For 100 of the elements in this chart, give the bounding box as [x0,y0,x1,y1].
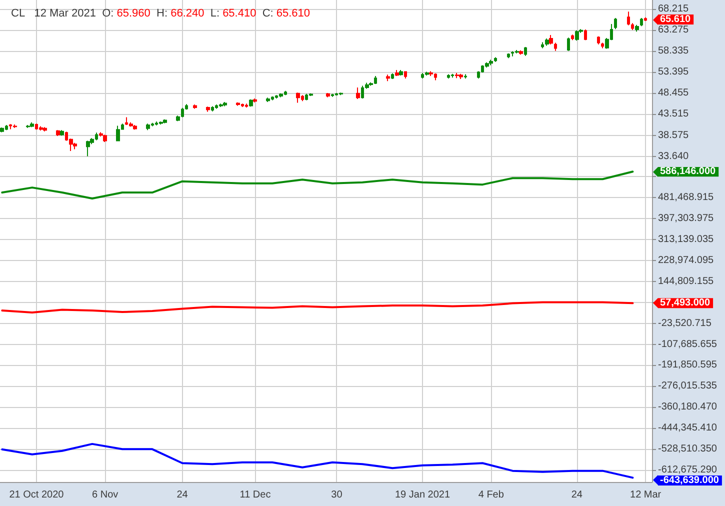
candlestick [429,70,433,76]
y-tick-label: -23,520.715 [658,318,712,329]
candlestick [635,24,639,32]
candlestick [103,134,107,142]
line-series [1,301,634,314]
line-series [1,170,634,200]
candlestick [356,86,360,100]
y-tick-label: -107,685.655 [658,338,718,350]
candlestick [451,73,454,78]
candlestick [459,73,463,80]
y-tick-label: 481,468.915 [658,192,714,204]
x-tick-label: 11 Dec [240,490,271,500]
candlestick [253,98,257,103]
annotation: 65.610 [660,14,692,26]
candlestick [524,46,527,56]
y-tick-label: 48.455 [658,88,690,99]
y-tick-label: 58.335 [658,46,690,57]
candlestick [206,106,210,112]
candlestick [519,50,523,56]
x-tick-label: 21 Oct 2020 [9,490,64,500]
candlestick [425,71,429,76]
candlestick [507,52,510,59]
candlestick [567,37,570,52]
candlestick [455,72,459,79]
y-tick-label: 313,139.035 [658,234,714,246]
candlestick [640,18,643,27]
candlestick [541,42,544,49]
candlestick [163,118,167,124]
candlestick [404,70,407,80]
candlestick [386,74,390,82]
x-tick-label: 19 Jan 2021 [394,490,450,500]
candlestick [116,125,120,142]
candlestick [601,42,604,49]
x-tick-label: 30 [331,490,343,500]
candlestick [39,126,43,131]
candlestick [193,104,197,110]
candlestick [223,101,227,107]
y-tick-label: -191,850.595 [658,360,718,371]
candlestick [73,142,77,150]
candlestick [631,22,634,30]
candlestick [56,130,60,137]
candlestick [571,34,574,41]
candlestick [515,49,519,54]
candlestick [326,92,330,98]
candlestick [236,102,240,106]
y-tick-label: -276,015.535 [658,380,718,392]
candlestick [133,124,137,130]
y-tick-label: -528,510.350 [658,444,718,455]
candlestick [627,11,630,26]
x-tick-label: 6 Nov [92,490,118,500]
annotation: -643,639.000 [660,474,720,486]
candlestick [399,69,403,76]
y-tick-label: 397,303.975 [658,213,714,224]
y-tick-label: 43.515 [658,108,690,120]
candlestick [13,124,17,128]
candlestick [549,34,553,45]
candlestick [494,56,497,62]
candlestick [339,92,343,96]
candlestick [584,29,587,41]
annotation: 57,493.000 [660,298,710,309]
candlestick [391,72,394,80]
candlestick [597,36,600,45]
x-tick-label: 24 [571,490,583,500]
y-tick-label: 38.575 [658,130,690,141]
y-tick-label: 68.215 [658,4,690,15]
x-tick-label: 24 [176,490,188,500]
candlestick [614,18,617,30]
candlestick [146,123,150,131]
candlestick [129,122,133,128]
candlestick [60,130,64,136]
candlestick [43,126,47,132]
candlestick [245,103,248,108]
candlestick [554,42,557,52]
candlestick [575,30,579,42]
candlestick [249,98,253,108]
candlestick [86,140,90,157]
candlestick [395,69,399,76]
candlestick [279,92,283,98]
candlestick [545,38,549,46]
candlestick [489,59,493,66]
line-series [1,442,634,479]
chart-title: CL 12 Mar 2021 O: 65.960 H: 66.240 L: 65.410 C: 65.610 [11,8,310,20]
candlestick [644,16,647,22]
candlestick [219,103,223,108]
y-tick-label: 63.275 [658,24,690,36]
candlestick [447,74,450,80]
candlestick [309,92,313,96]
candlestick [159,121,163,126]
candlestick [0,127,4,133]
y-tick-label: -360,180.470 [658,402,718,413]
y-tick-label: -444,345.410 [658,422,718,434]
y-tick-label: 33.640 [658,150,690,162]
x-tick-label: 12 Mar [630,490,662,500]
y-tick-label: 228,974.095 [658,255,714,266]
y-tick-label: -612,675.290 [658,464,718,476]
candlestick [266,97,270,102]
candlestick [26,124,30,128]
candlestick [211,106,214,112]
candlestick [331,93,334,98]
y-tick-label: 144,809.155 [658,276,714,287]
